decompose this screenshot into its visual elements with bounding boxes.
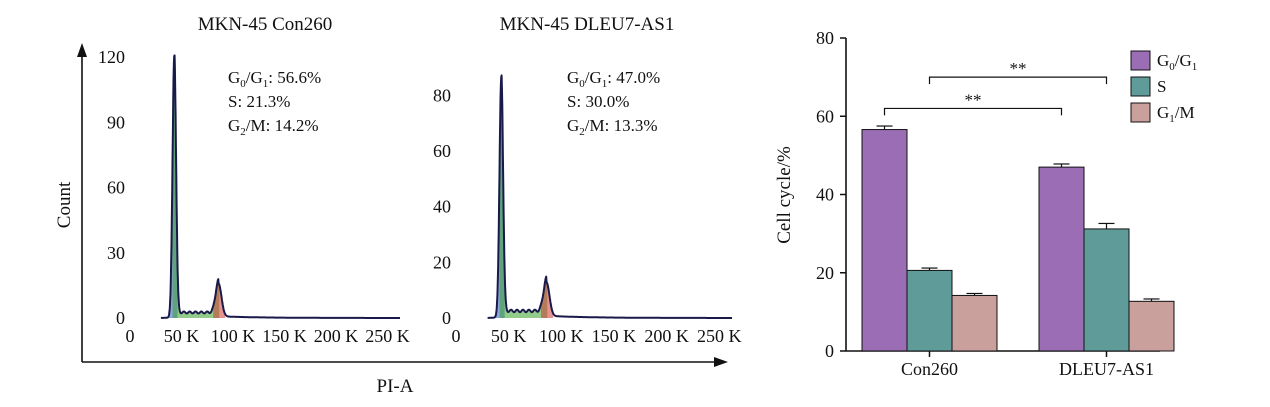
bar-y-tick-label: 80 [816, 28, 834, 48]
x-tick-label: 150 K [592, 326, 637, 346]
histogram-outline [160, 54, 401, 319]
legend-swatch [1130, 76, 1151, 97]
s-phase-area [172, 55, 220, 319]
legend-swatch [1130, 102, 1151, 123]
g2m-phase-area [213, 279, 226, 318]
pi-a-axis-label: PI-A [377, 376, 414, 397]
shared-axes: Count PI-A [54, 43, 728, 397]
bar-y-tick-label: 20 [816, 263, 834, 283]
significance-brackets: ** ** [883, 59, 1108, 116]
bar [1038, 166, 1085, 352]
y-tick-label: 60 [433, 141, 451, 161]
legend-label: G1/M [1157, 103, 1195, 125]
y-tick-label: 80 [433, 85, 451, 105]
y-tick-label: 30 [107, 243, 125, 263]
x-tick-label: 50 K [164, 326, 200, 346]
significance-bracket [883, 107, 1063, 116]
significance-bracket [928, 76, 1108, 85]
y-tick-label: 0 [116, 308, 125, 328]
phase-annotation: G0/G1: 56.6% [228, 68, 321, 90]
x-tick-label: 200 K [314, 326, 359, 346]
histogram-title: MKN-45 DLEU7-AS1 [500, 14, 675, 35]
histogram-y-ticks: 0 20 40 60 80 [433, 85, 451, 328]
s-phase-area [499, 75, 548, 319]
bar-y-tick-label: 40 [816, 185, 834, 205]
histogram-title: MKN-45 Con260 [198, 14, 333, 35]
bar-legend: G0/G1 S G1/M [1130, 50, 1197, 125]
histogram-y-ticks: 0 30 60 90 120 [98, 47, 125, 328]
x-tick-label: 100 K [211, 326, 256, 346]
bar-category-label: Con260 [901, 359, 958, 379]
bar-marks [861, 125, 1175, 352]
bar-category-labels: Con260 DLEU7-AS1 [901, 351, 1154, 379]
histogram-x-ticks: 0 50 K 100 K 150 K 200 K 250 K [126, 326, 410, 346]
x-tick-label: 0 [126, 326, 135, 346]
phase-annotation: S: 30.0% [567, 92, 629, 111]
x-tick-label: 50 K [491, 326, 527, 346]
x-tick-label: 150 K [262, 326, 307, 346]
y-tick-label: 120 [98, 47, 125, 67]
bar [861, 129, 908, 352]
legend-label: S [1157, 77, 1166, 96]
significance-label: ** [1010, 59, 1027, 78]
bar [906, 269, 953, 352]
legend-swatch [1130, 50, 1151, 71]
bar-y-tick-label: 0 [825, 341, 834, 361]
bar-y-tick-label: 60 [816, 106, 834, 126]
histogram-curve [160, 54, 401, 319]
bar-chart-cell-cycle: Cell cycle/% 0 20 40 60 80 Con260 DLEU7-AS1 *… [774, 28, 1197, 379]
bar [1083, 228, 1130, 352]
y-tick-label: 60 [107, 178, 125, 198]
histogram-annotations: G0/G1: 47.0% S: 30.0% G2/M: 13.3% [567, 68, 660, 138]
phase-annotation: G2/M: 14.2% [228, 116, 319, 138]
phase-annotation: G2/M: 13.3% [567, 116, 658, 138]
count-axis-label: Count [54, 181, 75, 228]
histogram-dleu7: MKN-45 DLEU7-AS1 0 20 40 60 80 0 50 K 100 K 150… [433, 14, 741, 346]
legend-label: G0/G1 [1157, 51, 1197, 73]
g2m-phase-area [541, 276, 554, 318]
x-tick-label: 100 K [539, 326, 584, 346]
bar-y-axis-label: Cell cycle/% [774, 146, 795, 244]
bar-y-ticks: 0 20 40 60 80 [816, 28, 846, 361]
bar [1128, 300, 1175, 352]
x-tick-label: 0 [452, 326, 461, 346]
x-tick-label: 250 K [697, 326, 742, 346]
y-tick-label: 20 [433, 252, 451, 272]
histogram-x-ticks: 0 50 K 100 K 150 K 200 K 250 K [452, 326, 742, 346]
y-tick-label: 0 [442, 308, 451, 328]
y-tick-label: 40 [433, 197, 451, 217]
phase-annotation: G0/G1: 47.0% [567, 68, 660, 90]
bar-category-label: DLEU7-AS1 [1059, 359, 1154, 379]
y-tick-label: 90 [107, 112, 125, 132]
x-tick-label: 250 K [365, 326, 410, 346]
x-axis-arrow-icon [714, 357, 728, 367]
phase-annotation: S: 21.3% [228, 92, 290, 111]
histogram-curve [486, 74, 733, 319]
x-tick-label: 200 K [644, 326, 689, 346]
significance-label: ** [965, 90, 982, 109]
histogram-annotations: G0/G1: 56.6% S: 21.3% G2/M: 14.2% [228, 68, 321, 138]
histogram-con260: MKN-45 Con260 0 30 60 90 120 0 50 K 100 K 150 K… [98, 14, 410, 346]
histogram-outline [486, 74, 733, 319]
bar [951, 294, 998, 352]
y-axis-arrow-icon [77, 43, 87, 57]
